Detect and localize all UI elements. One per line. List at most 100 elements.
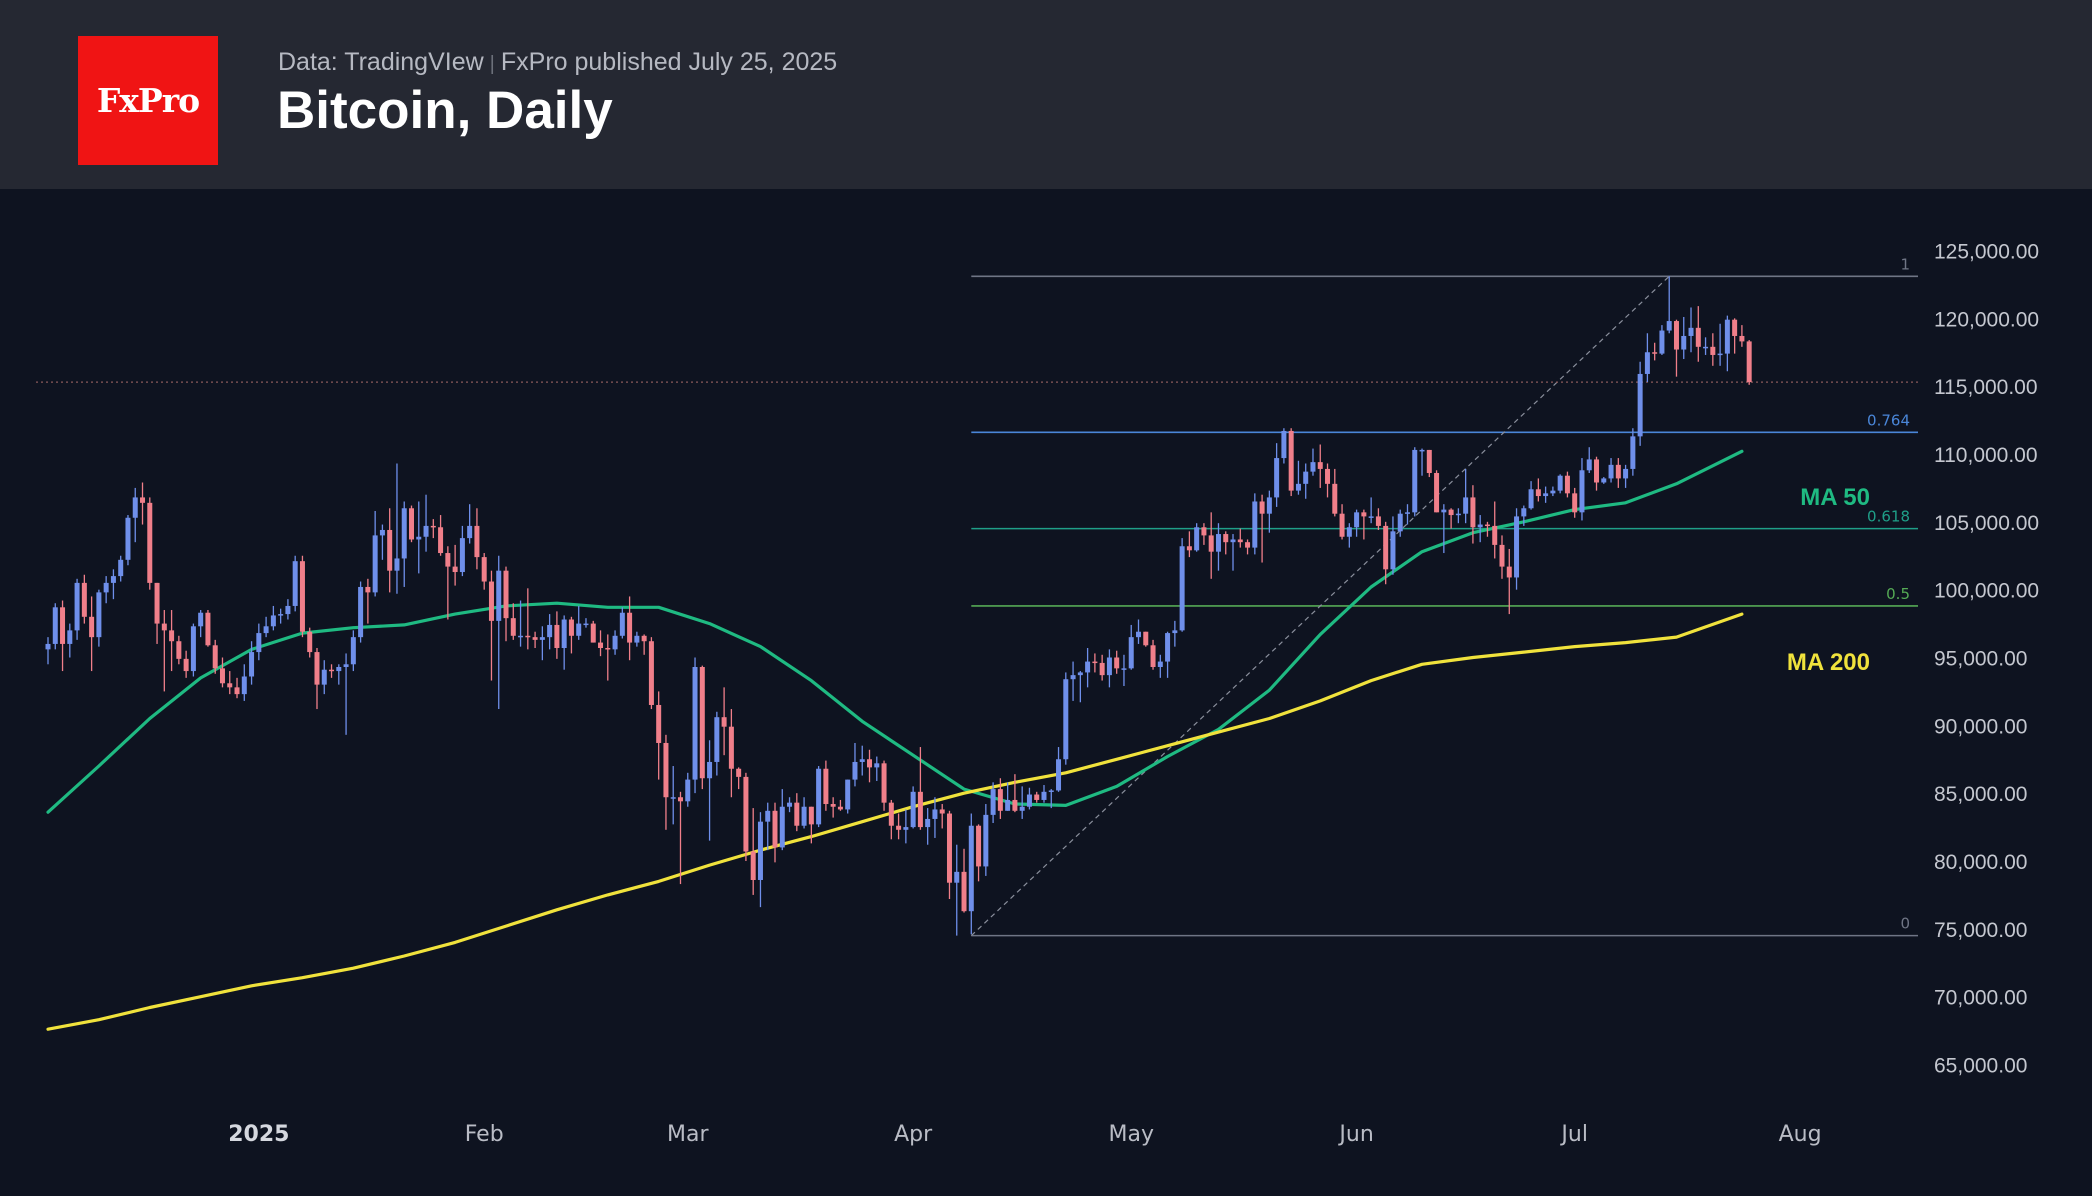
candle-down [154, 582, 160, 644]
candle-body [1739, 335, 1745, 342]
candle-up [1310, 448, 1316, 476]
candle-body [1230, 539, 1236, 543]
logo-text: FxPro [96, 81, 200, 120]
candle-body [1579, 470, 1585, 513]
candle-body [888, 802, 894, 826]
candle-up [903, 809, 909, 844]
candle-up [1666, 276, 1672, 334]
candle-up [1230, 534, 1236, 571]
candle-up [1514, 508, 1520, 590]
candle-up [1528, 481, 1534, 510]
candle-down [60, 600, 66, 672]
candle-up [692, 657, 698, 794]
candle-body [1463, 497, 1469, 514]
y-tick-label: 70,000.00 [1934, 987, 2027, 1010]
candle-body [234, 687, 240, 695]
candle-body [1455, 513, 1461, 516]
candle-down [961, 848, 967, 913]
candle-body [1615, 464, 1621, 479]
candle-body [961, 871, 967, 912]
candle-up [285, 599, 291, 620]
candle-body [1005, 799, 1011, 811]
candle-up [379, 524, 385, 560]
candle-body [452, 566, 458, 573]
candle-body [1077, 672, 1083, 676]
candle-body [1419, 449, 1425, 452]
ma50-line [46, 449, 1744, 814]
candle-up [1550, 486, 1556, 497]
candle-up [350, 630, 356, 672]
candle-up [1303, 463, 1309, 499]
x-tick-label: Mar [667, 1122, 709, 1147]
candle-body [954, 871, 960, 883]
candle-down [314, 648, 320, 710]
x-tick-label: Aug [1779, 1122, 1822, 1147]
candle-down [212, 639, 218, 674]
candle-body [1521, 508, 1527, 517]
candle-down [445, 546, 451, 620]
candle-body [307, 631, 313, 653]
fib-level-label: 0.764 [1867, 411, 1910, 429]
candle-body [401, 508, 407, 559]
candle-body [1375, 516, 1381, 526]
candle-body [89, 616, 95, 638]
candle-down [1375, 508, 1381, 530]
candle-body [532, 637, 538, 640]
candle-body [1157, 661, 1163, 667]
candle-body [787, 802, 793, 807]
x-tick-label: May [1108, 1122, 1153, 1147]
candle-body [1543, 493, 1549, 497]
candle-body [939, 809, 945, 814]
candle-down [663, 734, 669, 830]
candle-up [925, 808, 931, 845]
candle-up [110, 569, 116, 600]
candle-body [1652, 352, 1658, 354]
candle-body [1281, 430, 1287, 459]
candle-up [612, 630, 618, 655]
candle-up [561, 615, 567, 670]
candle-body [1644, 352, 1650, 374]
candle-up [1463, 468, 1469, 524]
candle-body [118, 559, 124, 577]
candle-body [329, 669, 335, 672]
candle-down [1470, 485, 1476, 544]
x-tick-label: Apr [894, 1122, 933, 1147]
candle-body [292, 561, 298, 606]
candle-body [896, 825, 902, 830]
candle-body [1354, 512, 1360, 528]
candle-up [1608, 458, 1614, 483]
candle-down [1237, 528, 1243, 548]
candle-down [140, 482, 146, 525]
candle-up [467, 504, 473, 544]
candle-down [329, 664, 335, 678]
candle-down [1739, 325, 1745, 347]
fxpro-logo: FxPro [78, 36, 218, 165]
candle-up [801, 797, 807, 829]
candle-body [67, 630, 73, 644]
candle-up [358, 581, 364, 643]
candle-up [1128, 624, 1134, 670]
candle-body [765, 810, 771, 822]
candle-body [663, 742, 669, 798]
candle-up [263, 616, 269, 638]
candle-up [1026, 787, 1032, 810]
candle-down [736, 767, 742, 790]
candle-body [1201, 527, 1207, 536]
candle-up [1041, 785, 1047, 803]
candle-body [583, 623, 589, 626]
chart-title: Bitcoin, Daily [277, 81, 613, 140]
candle-up [910, 786, 916, 829]
candle-down [89, 596, 95, 672]
candle-down [1339, 504, 1345, 540]
candle-up [292, 555, 298, 612]
candle-down [1186, 531, 1192, 558]
candle-body [270, 615, 276, 627]
candle-body [336, 666, 342, 672]
candle-up [1717, 323, 1723, 366]
candle-up [401, 501, 407, 587]
candle-down [387, 508, 393, 593]
candle-up [1630, 428, 1636, 476]
candle-down [430, 519, 436, 539]
candle-up [968, 813, 974, 935]
candle-up [132, 487, 138, 543]
